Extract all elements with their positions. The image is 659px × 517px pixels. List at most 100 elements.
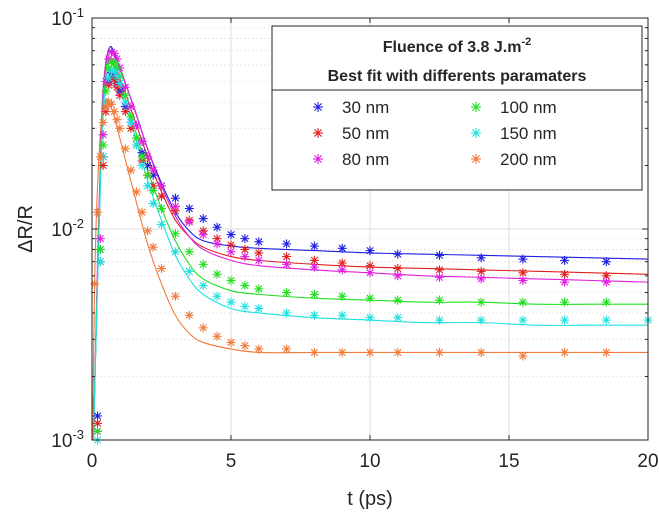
data-point [148,199,158,209]
data-point [518,268,528,278]
data-point [254,344,264,354]
x-tick-label: 15 [498,451,519,472]
data-point [157,191,166,201]
data-point [115,78,125,88]
data-point [309,310,319,320]
data-point [282,344,292,354]
data-point [518,254,528,264]
legend-marker [471,154,481,164]
data-point [93,418,103,428]
legend-item: 80 nm [313,150,389,169]
legend-marker [471,102,481,112]
axes: 0 5 10 15 20 10-3 10-2 10-1 [51,5,658,472]
legend-title-superscript: -2 [521,36,531,48]
data-point [240,341,250,351]
data-point [101,86,111,96]
legend-item: 30 nm [313,98,389,117]
legend-item: 100 nm [471,98,557,117]
data-point [212,291,222,301]
legend-items: 30 nm 50 nm 80 nm 100 nm 150 nm 200 nm [313,98,557,169]
data-point [560,277,570,287]
fit-curve [92,98,649,441]
data-point [95,244,105,254]
data-point [435,272,444,282]
data-point [126,165,136,175]
data-point [198,259,208,269]
y-tick-label: 10-3 [51,427,84,452]
data-point [337,265,347,275]
data-point [184,217,194,227]
data-point [365,347,375,357]
data-point [282,288,292,298]
data-point [106,99,116,109]
data-point [393,263,403,273]
data-point [226,297,236,307]
data-point [170,247,180,257]
data-point [95,257,105,267]
data-point [131,140,141,150]
data-point [337,258,347,268]
x-tick-label: 5 [226,451,237,472]
data-point [198,214,208,224]
data-point [157,204,166,214]
data-point [137,160,147,170]
data-point [601,347,611,357]
legend-title-line1: Fluence of 3.8 J.m-2 [383,36,532,56]
data-point [240,301,250,311]
data-point [435,315,444,325]
data-point [170,291,180,301]
data-point [240,234,250,244]
data-point [518,276,528,286]
data-point [109,58,119,68]
data-point [148,186,158,196]
legend-marker [471,128,481,138]
data-point [365,293,375,303]
data-point [393,313,403,323]
legend-label: 200 nm [500,150,557,169]
data-point [240,252,250,262]
data-point [137,136,147,146]
data-point [601,257,611,267]
data-point [98,117,108,127]
data-point [104,73,114,83]
data-point [254,237,264,247]
data-point [212,239,222,249]
data-point [560,315,570,325]
data-point [226,230,236,240]
data-point [98,140,108,150]
data-point [98,130,108,140]
data-point [282,259,292,269]
data-point [120,82,130,92]
data-point [157,263,166,273]
legend: Fluence of 3.8 J.m-2 Best fit with diffe… [271,25,643,191]
data-point [126,112,136,122]
data-point [143,160,153,170]
legend-label: 50 nm [342,124,389,143]
data-point [143,152,153,162]
legend-item: 200 nm [471,150,557,169]
data-point [337,347,347,357]
data-point [435,295,444,305]
data-point [93,426,103,436]
data-point [170,193,180,203]
data-point [309,241,319,251]
data-point [198,323,208,333]
data-point [365,246,375,256]
legend-marker [313,128,323,138]
x-tick-label: 10 [359,451,380,472]
data-markers [90,47,653,445]
legend-marker [313,154,323,164]
data-point [184,247,194,257]
x-axis-label: t (ps) [347,488,393,510]
data-point [109,48,119,58]
data-point [120,144,130,154]
data-point [112,71,122,81]
data-point [254,284,264,294]
data-point [137,207,147,217]
data-point [337,291,347,301]
data-point [560,347,570,357]
data-point [93,207,103,217]
data-point [170,229,180,239]
data-point [131,133,141,143]
data-point [126,117,136,127]
